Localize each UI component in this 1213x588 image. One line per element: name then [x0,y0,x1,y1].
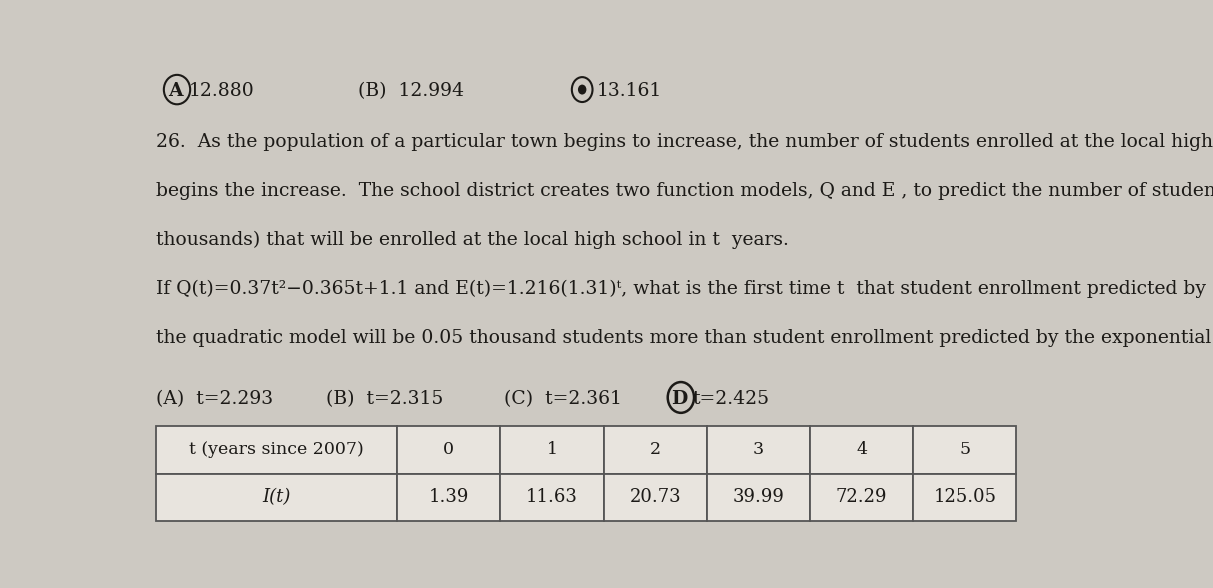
FancyBboxPatch shape [501,426,604,473]
FancyBboxPatch shape [156,426,397,473]
Text: thousands) that will be enrolled at the local high school in t  years.: thousands) that will be enrolled at the … [156,231,790,249]
Text: 13.161: 13.161 [597,82,661,100]
Text: 2: 2 [650,441,661,458]
FancyBboxPatch shape [810,426,913,473]
Text: (C)  t=2.361: (C) t=2.361 [505,390,622,407]
FancyBboxPatch shape [707,426,810,473]
Text: 1: 1 [547,441,558,458]
FancyBboxPatch shape [156,473,397,521]
Text: If Q(t)=0.37t²−0.365t+1.1 and E(t)=1.216(1.31)ᵗ, what is the first time t  that : If Q(t)=0.37t²−0.365t+1.1 and E(t)=1.216… [156,280,1206,298]
FancyBboxPatch shape [913,473,1016,521]
Text: I(t): I(t) [262,488,291,506]
Text: 1.39: 1.39 [428,488,469,506]
Text: 72.29: 72.29 [836,488,888,506]
Text: t (years since 2007): t (years since 2007) [189,441,364,458]
FancyBboxPatch shape [707,473,810,521]
Text: (B)  12.994: (B) 12.994 [359,82,465,100]
Text: 12.880: 12.880 [189,82,255,100]
FancyBboxPatch shape [604,426,707,473]
Text: (A)  t=2.293: (A) t=2.293 [156,390,273,407]
Text: t=2.425: t=2.425 [693,390,769,407]
Text: 20.73: 20.73 [630,488,680,506]
Text: 125.05: 125.05 [933,488,996,506]
FancyBboxPatch shape [397,473,501,521]
Text: 5: 5 [959,441,970,458]
Text: 3: 3 [753,441,764,458]
Text: A: A [167,82,182,100]
FancyBboxPatch shape [501,473,604,521]
Ellipse shape [577,85,586,95]
FancyBboxPatch shape [810,473,913,521]
Text: 26.  As the population of a particular town begins to increase, the number of st: 26. As the population of a particular to… [156,133,1213,151]
FancyBboxPatch shape [604,473,707,521]
Text: the quadratic model will be 0.05 thousand students more than student enrollment : the quadratic model will be 0.05 thousan… [156,329,1213,347]
Text: 39.99: 39.99 [733,488,785,506]
FancyBboxPatch shape [913,426,1016,473]
Text: 4: 4 [856,441,867,458]
Text: begins the increase.  The school district creates two function models, Q and E ,: begins the increase. The school district… [156,182,1213,200]
Text: D: D [671,390,687,407]
Text: (B)  t=2.315: (B) t=2.315 [325,390,443,407]
FancyBboxPatch shape [397,426,501,473]
Text: 11.63: 11.63 [526,488,577,506]
Text: 0: 0 [443,441,455,458]
